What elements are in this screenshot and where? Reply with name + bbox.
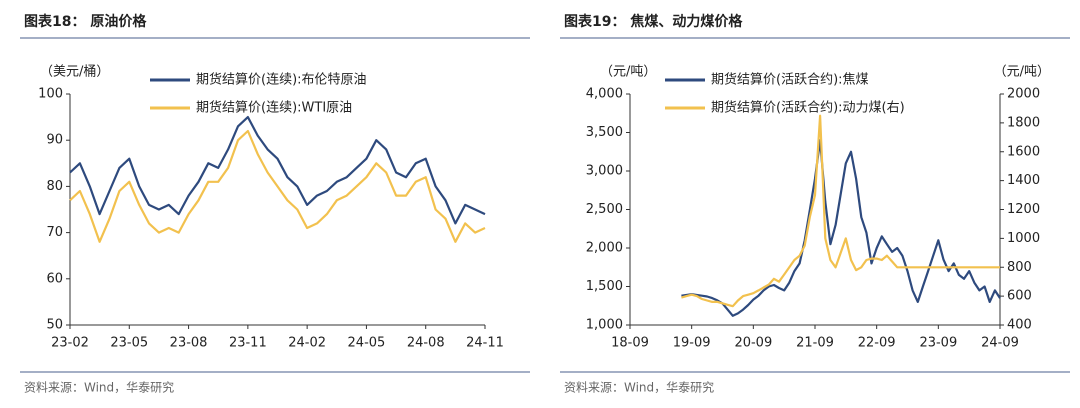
x-tick-label: 24-02 xyxy=(288,336,326,351)
x-tick-label: 24-05 xyxy=(348,336,386,351)
x-tick-label: 23-08 xyxy=(170,336,208,351)
x-tick-label: 23-11 xyxy=(229,336,267,351)
y-tick-label: 70 xyxy=(46,225,63,240)
y-axis-unit: （元/吨） xyxy=(600,65,656,80)
x-tick-label: 23-09 xyxy=(919,336,957,351)
y-tick-label: 90 xyxy=(46,133,63,148)
chart-title: 图表18： 原油价格 xyxy=(24,13,147,30)
y2-tick-label: 1600 xyxy=(1007,144,1040,159)
y2-tick-label: 2000 xyxy=(1007,87,1040,102)
x-tick-label: 21-09 xyxy=(796,336,834,351)
y2-axis-unit: （元/吨） xyxy=(994,65,1050,80)
series-line xyxy=(681,114,1000,308)
series-line xyxy=(69,116,486,225)
y-tick-label: 2,000 xyxy=(586,241,623,256)
series-line xyxy=(69,129,486,243)
y-tick-label: 1,000 xyxy=(586,318,623,333)
y-tick-label: 3,000 xyxy=(586,164,623,179)
x-tick-label: 23-02 xyxy=(51,336,89,351)
x-tick-label: 24-09 xyxy=(981,336,1019,351)
series-line xyxy=(681,139,1001,317)
x-tick-label: 24-11 xyxy=(466,336,504,351)
y-tick-label: 50 xyxy=(46,318,63,333)
chart-title: 图表19： 焦煤、动力煤价格 xyxy=(564,13,743,30)
y-axis-unit: （美元/桶） xyxy=(40,65,109,80)
y-tick-label: 60 xyxy=(46,271,63,286)
x-tick-label: 24-08 xyxy=(407,336,445,351)
legend-label: 期货结算价(活跃合约):动力煤(右) xyxy=(711,100,905,116)
legend-label: 期货结算价(连续):布伦特原油 xyxy=(196,72,367,88)
legend-label: 期货结算价(连续):WTI原油 xyxy=(196,100,352,116)
y-tick-label: 100 xyxy=(38,87,63,102)
y2-tick-label: 1200 xyxy=(1007,202,1040,217)
y2-tick-label: 800 xyxy=(1007,260,1032,275)
y2-tick-label: 400 xyxy=(1007,318,1032,333)
legend-label: 期货结算价(活跃合约):焦煤 xyxy=(711,72,869,88)
source-note: 资料来源：Wind，华泰研究 xyxy=(564,380,714,395)
y-tick-label: 2,500 xyxy=(586,202,623,217)
x-tick-label: 19-09 xyxy=(673,336,711,351)
x-tick-label: 20-09 xyxy=(734,336,772,351)
y2-tick-label: 1400 xyxy=(1007,173,1040,188)
x-tick-label: 18-09 xyxy=(611,336,649,351)
y-tick-label: 4,000 xyxy=(586,87,623,102)
y2-tick-label: 600 xyxy=(1007,289,1032,304)
x-tick-label: 23-05 xyxy=(110,336,148,351)
y2-tick-label: 1000 xyxy=(1007,231,1040,246)
y2-tick-label: 1800 xyxy=(1007,115,1040,130)
y-tick-label: 3,500 xyxy=(586,125,623,140)
x-tick-label: 22-09 xyxy=(858,336,896,351)
source-note: 资料来源：Wind，华泰研究 xyxy=(24,380,174,395)
y-tick-label: 1,500 xyxy=(586,279,623,294)
y-tick-label: 80 xyxy=(46,179,63,194)
